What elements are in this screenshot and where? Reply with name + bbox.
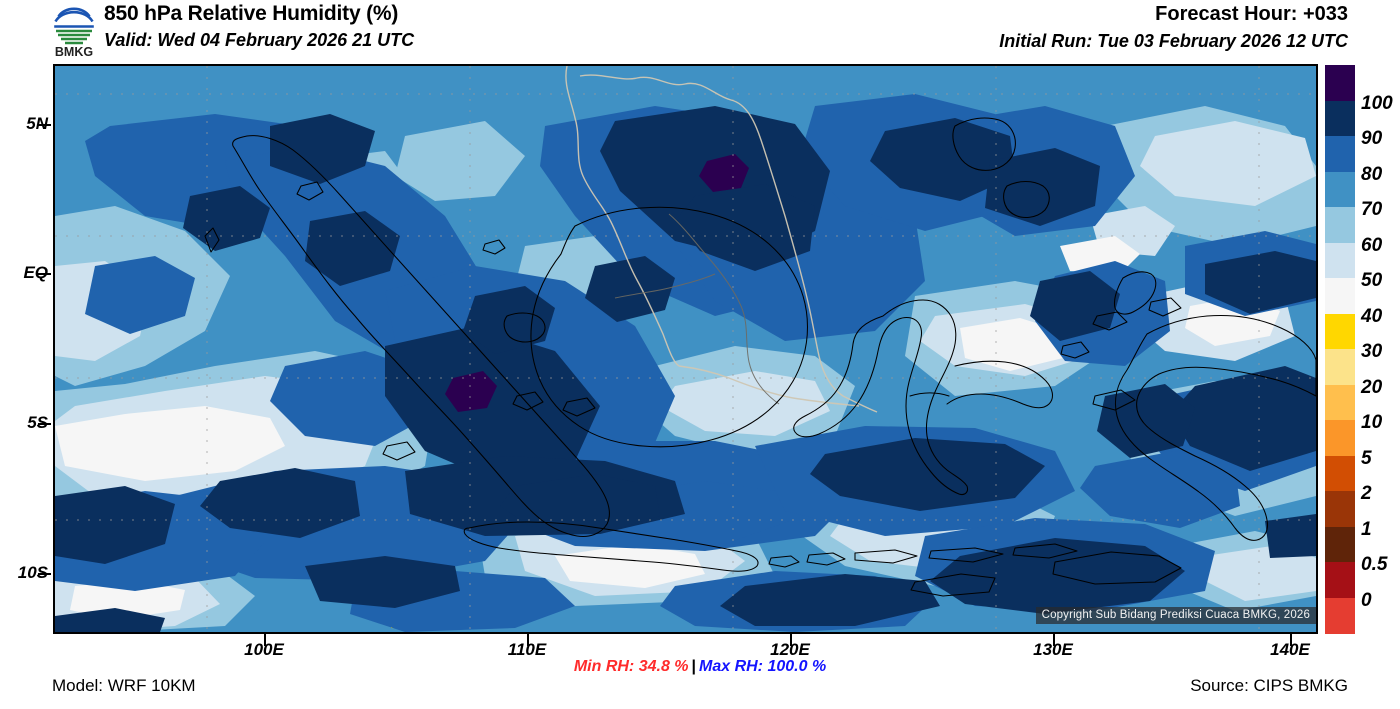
x-tick-mark-130e — [1053, 634, 1055, 646]
colorbar-segment-70 — [1325, 171, 1355, 207]
y-tick-mark-5s — [38, 423, 51, 425]
colorbar-segment-1 — [1325, 491, 1355, 527]
coastlines — [204, 117, 1316, 597]
y-tick-label-eq: EQ — [23, 263, 48, 282]
colorbar-segment-below-0 — [1325, 597, 1355, 634]
colorbar-label-0-5: 0.5 — [1361, 554, 1388, 575]
x-tick-mark-110e — [527, 634, 529, 646]
y-tick-label-5n: 5N — [26, 114, 48, 133]
colorbar-label-100: 100 — [1361, 93, 1393, 114]
colorbar-segment-90 — [1325, 100, 1355, 136]
x-tick-label-100e: 100E — [244, 640, 284, 659]
colorbar-label-0: 0 — [1361, 590, 1372, 611]
x-tick-mark-100e — [264, 634, 266, 646]
y-tick-mark-10s — [38, 573, 51, 575]
colorbar-label-90: 90 — [1361, 128, 1383, 149]
colorbar-segment-2 — [1325, 455, 1355, 491]
colorbar[interactable]: 100 90 80 70 60 50 40 30 20 10 5 2 1 0.5… — [1325, 65, 1393, 634]
colorbar-label-30: 30 — [1361, 341, 1383, 362]
colorbar-segment-30 — [1325, 313, 1355, 349]
x-tick-mark-140e — [1290, 634, 1292, 646]
colorbar-label-10: 10 — [1361, 412, 1383, 433]
colorbar-label-40: 40 — [1361, 306, 1383, 327]
page-title: 850 hPa Relative Humidity (%) — [104, 2, 399, 25]
y-tick-mark-5n — [38, 124, 51, 126]
y-tick-label-5s: 5S — [27, 413, 48, 432]
y-tick-label-10s: 10S — [17, 563, 48, 582]
colorbar-segment-20 — [1325, 349, 1355, 385]
colorbar-label-2: 2 — [1361, 483, 1372, 504]
colorbar-label-80: 80 — [1361, 164, 1383, 185]
colorbar-segment-60 — [1325, 207, 1355, 243]
colorbar-label-1: 1 — [1361, 519, 1372, 540]
colorbar-segment-50 — [1325, 242, 1355, 278]
humidity-contour-field — [55, 66, 1316, 632]
x-tick-mark-120e — [790, 634, 792, 646]
bmkg-logo: BMKG — [54, 5, 94, 58]
svg-text:BMKG: BMKG — [55, 45, 93, 58]
model-label: Model: WRF 10KM — [52, 676, 196, 695]
min-rh-value: Min RH: 34.8 % — [573, 658, 689, 675]
max-rh-value: Max RH: 100.0 % — [699, 658, 827, 675]
colorbar-label-50: 50 — [1361, 270, 1383, 291]
forecast-map[interactable]: Copyright Sub Bidang Prediksi Cuaca BMKG… — [53, 64, 1318, 634]
colorbar-segment-5 — [1325, 420, 1355, 456]
graticule — [55, 66, 1316, 632]
colorbar-label-60: 60 — [1361, 235, 1383, 256]
x-tick-label-130e: 130E — [1033, 640, 1073, 659]
header-bar: BMKG 850 hPa Relative Humidity (%) Valid… — [0, 0, 1400, 60]
minmax-separator: | — [691, 658, 696, 675]
colorbar-segment-100 — [1325, 65, 1355, 101]
source-label: Source: CIPS BMKG — [1190, 676, 1348, 695]
colorbar-label-20: 20 — [1361, 377, 1383, 398]
x-tick-label-140e: 140E — [1270, 640, 1310, 659]
minmax-readout: Min RH: 34.8 % | Max RH: 100.0 % — [0, 658, 1400, 676]
colorbar-segment-0-5 — [1325, 526, 1355, 562]
internal-borders — [614, 213, 780, 405]
copyright-watermark: Copyright Sub Bidang Prediksi Cuaca BMKG… — [1035, 607, 1316, 624]
colorbar-label-5: 5 — [1361, 448, 1372, 469]
colorbar-segment-0 — [1325, 562, 1355, 598]
forecast-hour-label: Forecast Hour: +033 — [1155, 3, 1348, 25]
x-tick-label-110e: 110E — [507, 640, 547, 659]
colorbar-label-70: 70 — [1361, 199, 1383, 220]
initial-run-label: Initial Run: Tue 03 February 2026 12 UTC — [999, 31, 1348, 51]
colorbar-segment-40 — [1325, 278, 1355, 314]
valid-time-label: Valid: Wed 04 February 2026 21 UTC — [104, 30, 415, 50]
x-tick-label-120e: 120E — [770, 640, 810, 659]
colorbar-segment-10 — [1325, 384, 1355, 420]
y-tick-mark-eq — [38, 273, 51, 275]
colorbar-segment-80 — [1325, 136, 1355, 172]
